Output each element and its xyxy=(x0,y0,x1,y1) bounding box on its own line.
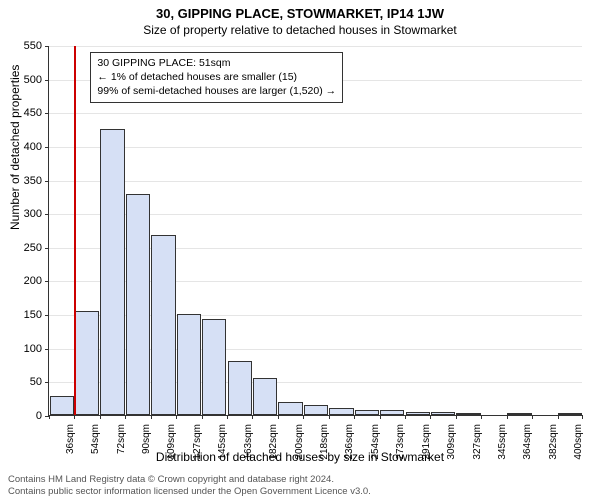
chart-subtitle: Size of property relative to detached ho… xyxy=(0,21,600,41)
xtick-mark xyxy=(74,415,75,419)
footer-attribution: Contains HM Land Registry data © Crown c… xyxy=(8,474,371,498)
histogram-bar xyxy=(431,412,455,415)
histogram-bar xyxy=(406,412,430,415)
ytick-label: 150 xyxy=(12,309,42,321)
ytick-label: 500 xyxy=(12,74,42,86)
histogram-bar xyxy=(202,319,226,415)
histogram-bar xyxy=(304,405,328,415)
footer-line-1: Contains HM Land Registry data © Crown c… xyxy=(8,474,371,486)
ytick-mark xyxy=(45,248,49,249)
annotation-line: 99% of semi-detached houses are larger (… xyxy=(97,84,336,98)
ytick-mark xyxy=(45,349,49,350)
ytick-label: 350 xyxy=(12,175,42,187)
histogram-bar xyxy=(100,129,124,415)
gridline xyxy=(49,181,582,182)
xtick-mark xyxy=(380,415,381,419)
xtick-mark xyxy=(125,415,126,419)
xtick-mark xyxy=(558,415,559,419)
ytick-mark xyxy=(45,46,49,47)
xtick-mark xyxy=(430,415,431,419)
ytick-mark xyxy=(45,181,49,182)
ytick-label: 250 xyxy=(12,242,42,254)
gridline xyxy=(49,147,582,148)
xtick-mark xyxy=(278,415,279,419)
xtick-mark xyxy=(151,415,152,419)
ytick-label: 100 xyxy=(12,343,42,355)
xtick-mark xyxy=(176,415,177,419)
histogram-bar xyxy=(456,413,480,415)
histogram-bar xyxy=(355,410,379,415)
annotation-line: 30 GIPPING PLACE: 51sqm xyxy=(97,56,336,70)
ytick-mark xyxy=(45,315,49,316)
histogram-bar xyxy=(380,410,404,415)
ytick-label: 50 xyxy=(12,376,42,388)
ytick-mark xyxy=(45,214,49,215)
chart-container: 30, GIPPING PLACE, STOWMARKET, IP14 1JW … xyxy=(0,0,600,500)
histogram-bar xyxy=(228,361,252,415)
ytick-label: 550 xyxy=(12,40,42,52)
property-marker-line xyxy=(74,46,76,415)
xtick-mark xyxy=(329,415,330,419)
histogram-bar xyxy=(151,235,175,415)
ytick-mark xyxy=(45,281,49,282)
page-title: 30, GIPPING PLACE, STOWMARKET, IP14 1JW xyxy=(0,0,600,21)
xtick-mark xyxy=(100,415,101,419)
plot-area: 36sqm54sqm72sqm90sqm109sqm127sqm145sqm16… xyxy=(48,46,582,416)
gridline xyxy=(49,113,582,114)
histogram-bar xyxy=(177,314,201,415)
xtick-mark xyxy=(405,415,406,419)
footer-line-2: Contains public sector information licen… xyxy=(8,486,371,498)
histogram-bar xyxy=(278,402,302,415)
histogram-plot: 36sqm54sqm72sqm90sqm109sqm127sqm145sqm16… xyxy=(48,46,582,416)
xtick-mark xyxy=(354,415,355,419)
histogram-bar xyxy=(253,378,277,415)
xtick-mark xyxy=(481,415,482,419)
xtick-mark xyxy=(49,415,50,419)
xtick-mark xyxy=(202,415,203,419)
annotation-line: ← 1% of detached houses are smaller (15) xyxy=(97,70,336,84)
xtick-mark xyxy=(252,415,253,419)
xtick-mark xyxy=(507,415,508,419)
histogram-bar xyxy=(329,408,353,415)
xtick-mark xyxy=(303,415,304,419)
x-axis-label: Distribution of detached houses by size … xyxy=(0,450,600,464)
ytick-mark xyxy=(45,80,49,81)
ytick-label: 200 xyxy=(12,275,42,287)
gridline xyxy=(49,46,582,47)
ytick-mark xyxy=(45,113,49,114)
xtick-mark xyxy=(582,415,583,419)
histogram-bar xyxy=(126,194,150,415)
histogram-bar xyxy=(507,413,531,415)
histogram-bar xyxy=(558,413,582,415)
xtick-mark xyxy=(532,415,533,419)
ytick-mark xyxy=(45,147,49,148)
ytick-label: 300 xyxy=(12,208,42,220)
ytick-label: 0 xyxy=(12,410,42,422)
annotation-box: 30 GIPPING PLACE: 51sqm← 1% of detached … xyxy=(90,52,343,103)
histogram-bar xyxy=(75,311,99,415)
ytick-label: 450 xyxy=(12,107,42,119)
ytick-mark xyxy=(45,382,49,383)
ytick-label: 400 xyxy=(12,141,42,153)
histogram-bar xyxy=(50,396,74,415)
xtick-mark xyxy=(456,415,457,419)
xtick-mark xyxy=(227,415,228,419)
